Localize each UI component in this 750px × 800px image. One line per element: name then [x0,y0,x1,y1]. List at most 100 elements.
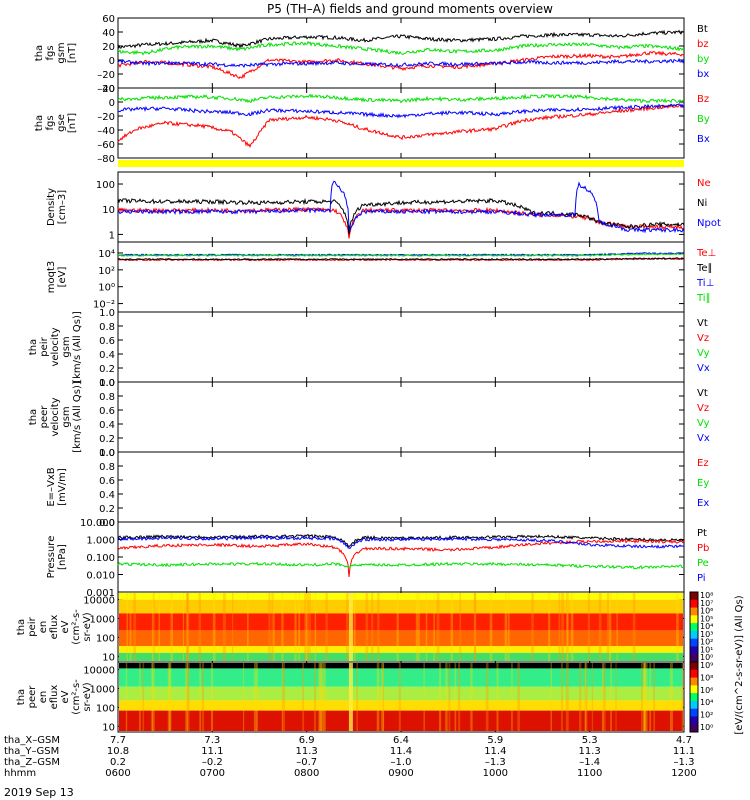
spectrogram-streak [182,593,184,661]
ephemeris-value: 0600 [105,768,130,779]
spectrogram-streak [470,663,473,731]
series-line [117,180,685,234]
y-tick-label: 0.4 [99,490,115,501]
y-axis-label: eflux [49,685,60,710]
y-tick-label: 100 [96,703,115,714]
y-axis-label: tha [16,689,27,705]
y-axis-label: moqt3 [46,261,57,294]
y-tick-label: 0.8 [99,462,115,473]
spectrogram-streak [681,663,684,731]
spectrogram-streak [376,663,380,731]
spectrogram-streak [129,593,132,661]
spectrogram-streak [632,593,636,661]
spectrogram-streak [302,663,305,731]
ephemeris-value: 5.9 [487,735,503,746]
ephemeris-value: 5.3 [582,735,598,746]
y-tick-label: 1.0 [99,308,115,319]
spectrogram-streak [282,663,285,731]
panel-9: 10000 1000 100 10 tha peir en eflux eV (cm²-s-sr-… [16,591,713,663]
spectrogram-streak [381,663,385,731]
ephemeris-value: 7.3 [204,735,220,746]
legend-entry: Pe [697,558,709,569]
y-tick-label: 10000 [83,596,115,607]
y-tick-label: 0.2 [99,434,115,445]
spectrogram-streak [485,663,489,731]
spectrogram-streak [645,663,648,731]
spectrogram-streak [232,593,234,661]
spectrogram-streak [608,593,612,661]
y-axis-label: peir [39,336,50,356]
series-line [117,561,685,570]
legend-entry: Npot [697,218,721,229]
legend-entry: Ni [697,198,707,209]
spectrogram-streak [377,593,380,661]
y-tick-label: 0.2 [99,364,115,375]
spectrogram-streak [454,663,457,731]
spectrogram-streak [423,663,425,731]
y-tick-label: 20 [102,42,115,53]
panel-5: 1.0 0.8 0.6 0.4 0.2 0.0 tha peir velocity gsm [km/… [28,308,710,389]
spectrogram-streak [187,663,190,731]
ephemeris-value: 11.4 [390,746,412,757]
y-tick-label: –40 [97,84,115,95]
spectrogram-streak [306,593,310,661]
spectrogram-streak [644,663,646,731]
spectrogram-streak [365,593,369,661]
legend-entry: Ex [697,498,709,509]
y-axis-label: gsm [56,42,67,63]
legend-entry: Ne [697,178,711,189]
panel-frame [117,311,685,383]
colorbar-segment [690,724,698,733]
spectrogram-streak [566,593,569,661]
legend-entry: Te∥ [696,263,713,274]
spectrogram-streak [309,593,311,661]
ephemeris-value: 1200 [671,768,696,779]
ephemeris-value: 11.1 [673,746,695,757]
spectrogram-streak [584,663,588,731]
spectrogram-streak [294,593,297,661]
spectrogram-streak [587,593,590,661]
colorbar-tick-label: 10² [700,638,713,647]
colorbar-tick-label: 10⁹ [700,661,713,670]
spectrogram-streak [550,663,552,731]
y-axis-label: [mV/m] [57,468,68,506]
spectrogram-streak [578,663,582,731]
y-tick-label: 10000 [83,666,115,677]
y-tick-label: –20 [97,112,115,123]
y-axis-label: tha [28,339,39,355]
spectrogram-streak [591,663,594,731]
y-axis-label: eV [60,620,71,633]
legend-entry: Ey [697,478,709,489]
spectrogram-band [119,652,683,661]
ephemeris-value: 6.4 [393,735,409,746]
spectrogram-streak [602,663,604,731]
date-label: 2019 Sep 13 [4,786,74,799]
spectrogram-streak [319,663,322,731]
colorbar-segment [690,599,698,609]
spectrogram-streak [496,663,499,731]
spectrogram-streak [142,663,145,731]
y-axis-label: gsm [61,406,72,427]
spectrogram-streak [504,593,508,661]
panel-10: 10000 1000 100 10 tha peer en eflux eV (cm²-s-sr-… [16,661,713,733]
spectrogram-streak [606,593,610,661]
spectrogram-streak [151,663,155,731]
colorbar-tick-label: 10⁸ [700,673,713,682]
colorbar-tick-label: 10⁴ [700,698,713,707]
spectrogram-streak [507,593,510,661]
y-tick-label: 10.000 [80,518,115,529]
y-axis-label: Density [46,188,57,226]
ephemeris-value: 11.4 [484,746,506,757]
ephemeris-value: –1.3 [674,757,695,768]
spectrogram-streak [186,593,188,661]
y-tick-label: 10² [98,266,115,277]
spectrogram-streak [417,593,420,661]
colorbar-segment [690,669,698,679]
y-axis-label: [km/s (All Qs)] [72,311,83,383]
y-axis-label: fgs [45,115,56,130]
spectrogram-band [119,668,683,687]
colorbar-tick-label: 10⁴ [700,622,713,631]
spectrogram-streak [615,663,617,731]
ephemeris-value: –1.4 [579,757,600,768]
